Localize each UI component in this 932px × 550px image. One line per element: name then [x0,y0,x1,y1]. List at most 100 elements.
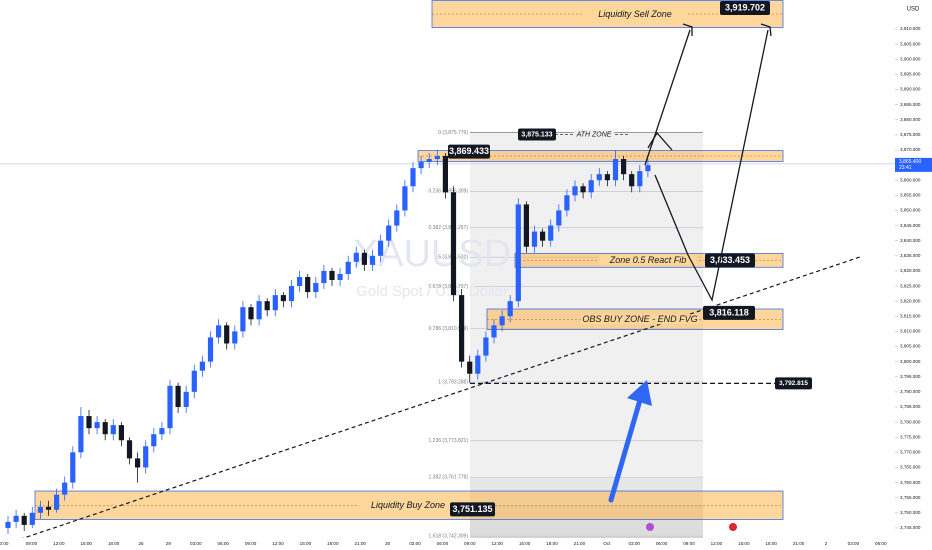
candle-body [369,255,376,265]
x-tick-label: 03:00 [409,541,421,546]
candle-body [5,521,11,528]
x-tick-label: 12:00 [272,541,284,546]
x-tick-label: 06:00 [656,541,668,546]
candle-body [297,276,303,287]
last-price-label: 3,865.400 [899,159,921,165]
axis-bg [895,0,932,538]
candle-body [13,515,19,522]
candle-body [572,186,578,196]
candle-body [434,156,440,160]
x-tick-label: 18:00 [327,541,339,546]
y-tick-label: 3,890.000 [900,87,921,92]
watermark-sub: Gold Spot / U.S. Dollar [356,283,508,300]
candle-body [467,361,473,374]
candle-body [531,231,538,247]
candle-body [604,174,610,181]
x-tick-label: 12:00 [53,541,65,546]
fib-label: 1 (3,793.288) [438,379,468,385]
candle-body [442,156,448,193]
y-tick-label: 3,830.000 [900,268,921,273]
x-tick-label: 18:00 [108,541,120,546]
x-tick-label: 0:00 [0,541,9,546]
fib-label: 0.786 (3,810.939) [429,326,469,332]
y-tick-label: 3,745.000 [900,525,921,530]
candle-body [248,307,254,320]
x-tick-label: 12:00 [711,541,723,546]
candle-body [175,385,181,407]
y-tick-label: 3,840.000 [900,238,921,243]
currency: USD [907,7,920,13]
fib-label: 0.618 (3,824.797) [429,284,469,290]
y-tick-label: 3,775.000 [900,434,921,439]
y-tick-label: 3,755.000 [900,495,921,500]
candle-body [450,192,457,296]
candle-body [418,162,424,169]
x-tick-label: 29 [166,541,172,546]
candle-body [288,286,295,302]
projection [644,23,772,302]
x-tick-label: Oct [603,541,611,546]
candle-body [199,361,205,371]
price-box [450,502,495,517]
y-tick-label: 3,870.000 [900,147,921,152]
candle-body [54,494,60,510]
candle-body [621,159,627,175]
candle-body [280,295,286,302]
fib-label: 1.236 (3,773.821) [429,438,469,444]
x-tick-label: 21:00 [793,541,805,546]
x-tick-label: 03:00 [628,541,640,546]
fib-label: 1.618 (3,742.309) [429,533,469,539]
arrow-head [627,380,652,406]
candle-body [483,337,489,356]
candle-body [321,270,327,284]
candle-body [232,331,238,344]
candle-body [402,186,408,211]
target-box [775,377,812,390]
candle-body [378,240,384,256]
x-tick-label: 15:00 [80,541,92,546]
event-icon [729,523,737,531]
x-tick-label: 15:00 [738,541,750,546]
projection-down-up [654,29,769,302]
x-tick-label: 21:00 [354,541,366,546]
x-tick-label: 18:00 [765,541,777,546]
candle-body [515,204,521,302]
x-tick-label: 12:00 [491,541,503,546]
candle-body [216,325,222,338]
x-tick-label: 18:00 [546,541,558,546]
candle-body [588,180,594,193]
x-tick-label: 15:00 [300,541,312,546]
candle-body [167,385,173,429]
candle-body [191,370,197,392]
ath-label: ATH ZONE [576,131,612,138]
candle-body [345,261,351,274]
price-axis: USD 3,745.000 3,750.000 3,755.000 3,760.000… [895,0,932,538]
y-tick-label: 3,910.000 [900,26,921,31]
x-tick-label: 15:00 [519,541,531,546]
y-tick-label: 3,780.000 [900,419,921,424]
candle-body [240,307,246,332]
candle-body [37,506,43,513]
zone-label: Liquidity Buy Zone [371,500,445,510]
zone-label-bg [359,500,457,511]
price-box [705,253,755,268]
last-price-box [895,157,932,172]
y-tick-label: 3,790.000 [900,389,921,394]
candle-body [507,301,513,317]
arrow-head [760,23,772,37]
price-box [720,1,770,15]
x-tick-label: 2 [825,541,828,546]
event-icon [646,523,654,531]
time-axis: 0:00 09:00 12:00 15:00 18:00 26 29 03:00 06:00 09… [0,541,887,546]
candle-body [629,174,635,187]
fib-label: 0.236 (3,856.309) [429,189,469,195]
candle-body [45,506,52,510]
candle-body [499,316,505,326]
candle-body [612,159,619,181]
price-box [448,144,490,159]
y-tick-label: 3,850.000 [900,208,921,213]
candle-body [313,283,319,293]
y-tick-label: 3,900.000 [900,56,921,61]
y-tick-label: 3,835.000 [900,253,921,258]
